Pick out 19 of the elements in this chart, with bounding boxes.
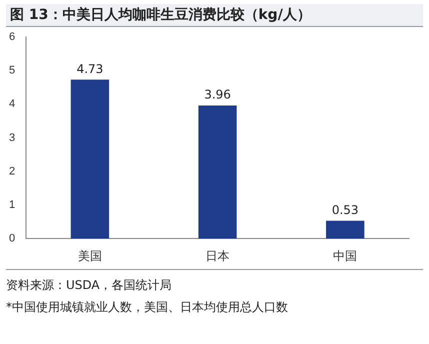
x-tick-label: 中国 bbox=[333, 248, 358, 263]
y-tick-label: 0 bbox=[8, 232, 16, 245]
y-tick-label: 2 bbox=[8, 165, 16, 178]
y-tick-label: 5 bbox=[8, 64, 16, 77]
bar bbox=[326, 220, 364, 239]
text: 资料来源：USDA，各国统计局 bbox=[6, 277, 173, 294]
y-tick-label: 3 bbox=[8, 132, 16, 144]
chart-title: 图 13：中美日人均咖啡生豆消费比较（kg/人） bbox=[6, 4, 423, 27]
text: *中国使用城镇就业人数，美国、日本均使用总人口数 bbox=[6, 299, 289, 316]
y-tick-label: 6 bbox=[8, 31, 16, 44]
data-label: 0.53 bbox=[332, 202, 359, 217]
x-tick-label: 日本 bbox=[206, 248, 230, 263]
y-tick-label: 1 bbox=[8, 199, 16, 212]
bar bbox=[198, 106, 237, 239]
x-tick-label: 美国 bbox=[78, 248, 102, 263]
data-label: 3.96 bbox=[204, 88, 231, 102]
y-tick-label: 4 bbox=[8, 98, 16, 110]
bar bbox=[70, 80, 110, 239]
data-label: 4.73 bbox=[76, 62, 104, 76]
